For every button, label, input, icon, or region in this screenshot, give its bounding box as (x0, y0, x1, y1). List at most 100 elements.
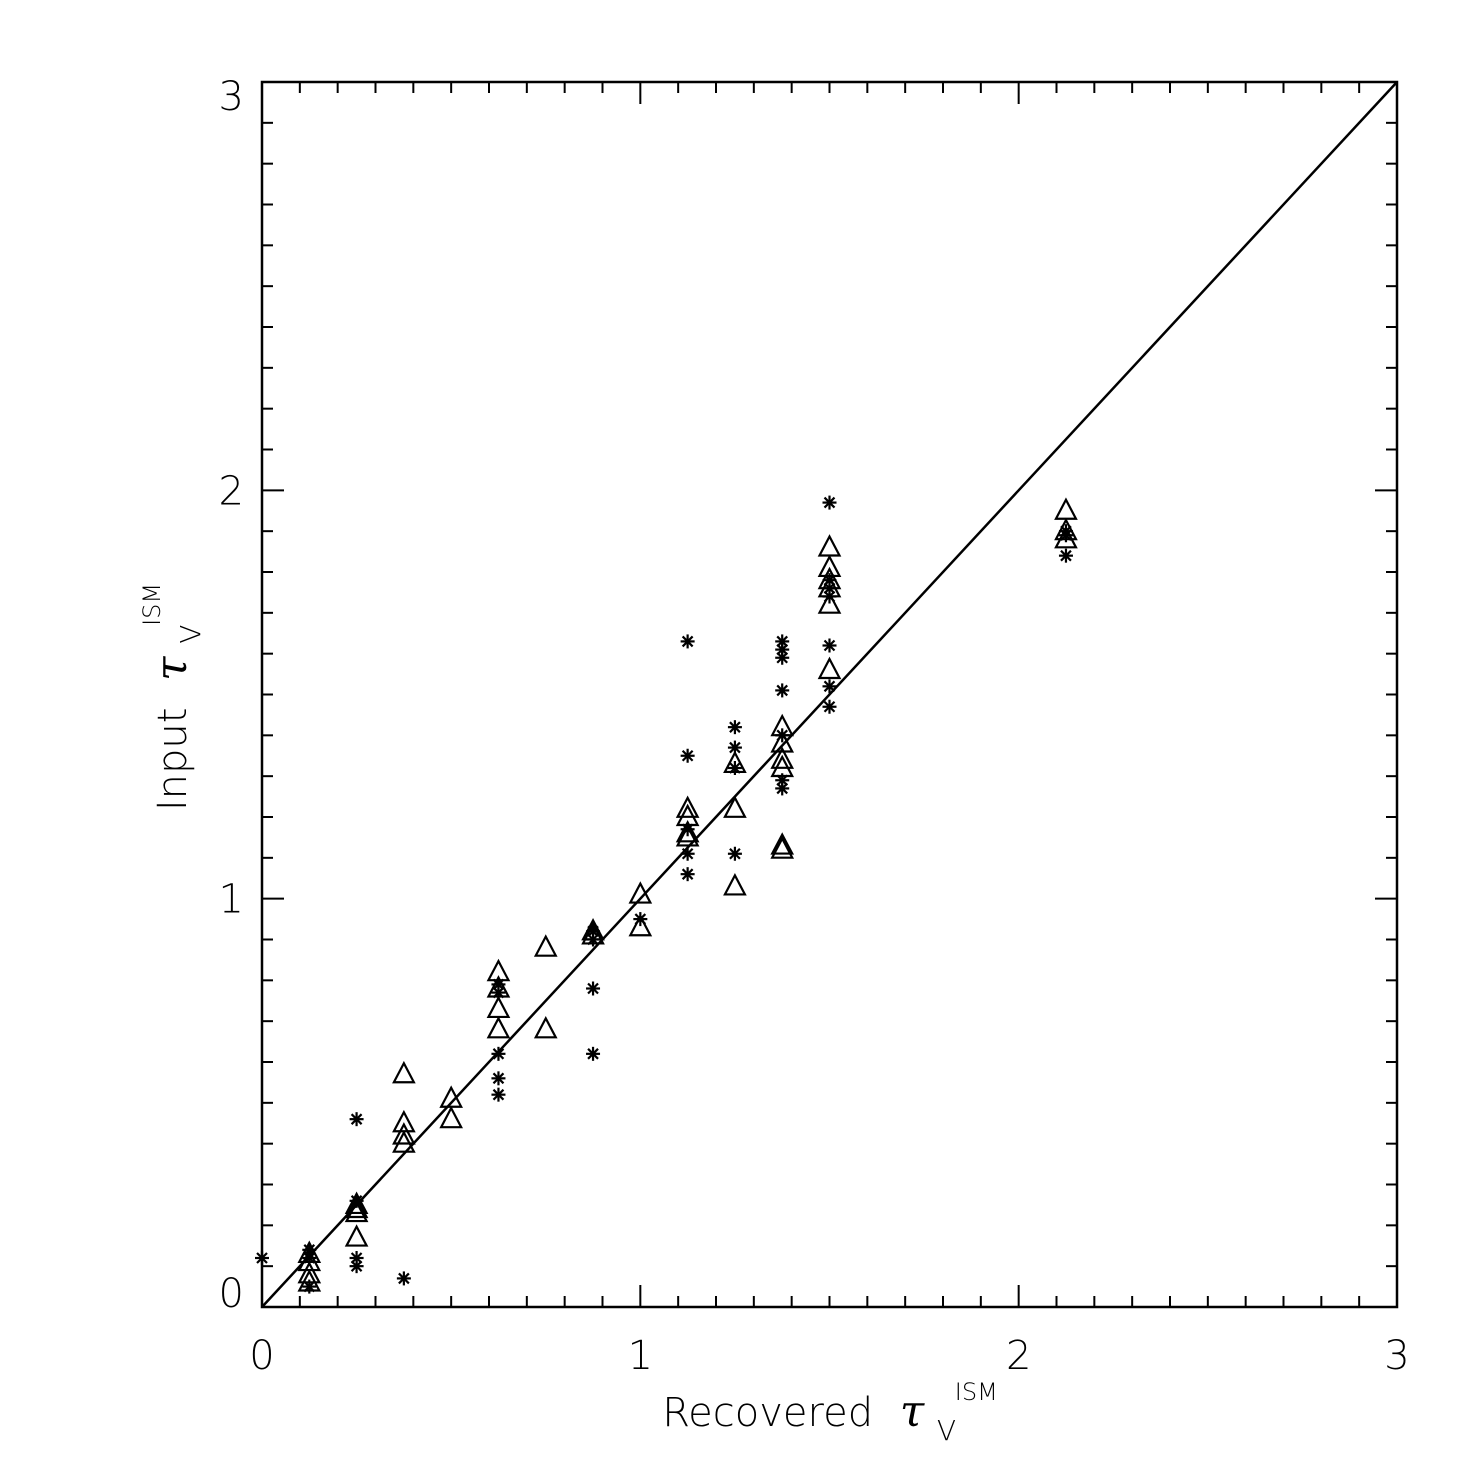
asterisk-marker (1058, 548, 1073, 563)
asterisk-marker (586, 932, 601, 947)
asterisk-stroke (823, 639, 836, 652)
triangle-marker (439, 1105, 463, 1129)
asterisk-stroke (1060, 529, 1072, 542)
triangle-marker (486, 995, 511, 1019)
asterisk-stroke (681, 847, 694, 860)
triangle-marker (817, 656, 842, 680)
triangle-marker (392, 1060, 416, 1084)
y-axis-label-subscript: V (174, 625, 207, 644)
asterisk-marker (775, 683, 790, 698)
asterisk-stroke (256, 1252, 268, 1264)
asterisk-stroke (492, 1048, 505, 1060)
asterisk-stroke (776, 684, 788, 697)
y-axis-label-prefix: Input (150, 708, 196, 812)
asterisk-marker (349, 1259, 364, 1274)
x-axis-label-superscript: ISM (955, 1378, 998, 1406)
asterisk-marker (680, 822, 695, 837)
triangle-marker (486, 1015, 511, 1039)
asterisk-stroke (823, 496, 836, 509)
triangle-marker (770, 746, 795, 769)
x-axis-label: Recovered τ V ISM (662, 1378, 998, 1450)
asterisk-marker (680, 846, 695, 861)
y-axis-label-symbol: τ (146, 656, 197, 681)
asterisk-stroke (303, 1252, 316, 1264)
asterisk-marker (727, 761, 742, 775)
triangle-marker (723, 873, 747, 896)
asterisk-stroke (492, 1088, 505, 1101)
asterisk-stroke (681, 823, 694, 836)
x-tick-label: 3 (1384, 1333, 1409, 1379)
asterisk-marker (586, 981, 601, 996)
asterisk-marker (822, 495, 837, 510)
one-to-one-line (261, 81, 1398, 1308)
x-tick-label: 1 (628, 1333, 653, 1379)
y-axis-label: Input τ V ISM (138, 583, 210, 811)
triangle-marker (675, 824, 700, 847)
asterisk-marker (680, 634, 695, 649)
asterisk-marker (680, 748, 695, 763)
triangle-marker (344, 1191, 369, 1215)
asterisk-marker (491, 985, 506, 1000)
triangle-marker (817, 534, 842, 557)
asterisk-marker (822, 638, 837, 653)
asterisk-stroke (398, 1272, 410, 1285)
reference-line-layer (261, 81, 1398, 1308)
asterisk-marker (633, 912, 648, 927)
asterisk-stroke (587, 982, 599, 995)
triangle-marker (817, 591, 842, 614)
asterisk-stroke (823, 590, 836, 603)
asterisk-marker (349, 1112, 364, 1127)
triangle-marker (628, 913, 653, 937)
y-tick-label: 0 (219, 1271, 244, 1317)
asterisk-stroke (303, 1280, 316, 1293)
asterisk-stroke (729, 762, 741, 774)
y-axis-label-superscript: ISM (138, 583, 166, 626)
y-tick-label: 2 (219, 468, 244, 514)
asterisk-stroke (587, 933, 599, 946)
triangle-marker (770, 730, 795, 753)
asterisk-marker (302, 1279, 317, 1294)
asterisk-marker (491, 1046, 506, 1061)
asterisk-stroke (681, 868, 694, 880)
asterisk-stroke (634, 913, 647, 925)
asterisk-marker (396, 1271, 411, 1286)
asterisk-stroke (350, 1260, 363, 1272)
triangle-marker (533, 934, 558, 957)
asterisk-stroke (681, 635, 694, 648)
asterisk-stroke (729, 847, 741, 860)
asterisk-stroke (776, 729, 788, 742)
asterisk-marker (822, 589, 837, 604)
triangle-marker (344, 1195, 369, 1219)
asterisk-marker (775, 650, 790, 665)
asterisk-stroke (350, 1113, 363, 1125)
asterisk-stroke (492, 986, 505, 999)
y-tick-label: 1 (219, 877, 244, 923)
triangle-marker (817, 554, 842, 578)
triangle-marker (344, 1199, 369, 1223)
asterisk-stroke (587, 1048, 599, 1060)
x-axis-label-prefix: Recovered (662, 1390, 873, 1436)
asterisk-stroke (350, 1195, 363, 1207)
asterisk-marker (349, 1193, 364, 1208)
asterisk-marker (727, 720, 742, 735)
asterisk-stroke (823, 700, 836, 713)
data-marks-layer (255, 495, 1078, 1294)
triangle-marker (1054, 525, 1078, 549)
x-axis-label-subscript: V (937, 1414, 956, 1447)
triangle-marker (392, 1122, 416, 1145)
asterisk-marker (586, 1046, 601, 1061)
y-tick-label: 3 (219, 74, 244, 120)
triangle-marker (628, 881, 653, 904)
asterisk-marker (822, 699, 837, 714)
asterisk-marker (491, 1087, 506, 1102)
asterisk-stroke (1060, 549, 1072, 562)
tick-labels-layer: 0 1 2 3 0 1 2 3 (219, 74, 1410, 1379)
asterisk-marker (775, 728, 790, 743)
asterisk-marker (727, 846, 742, 861)
asterisk-marker (302, 1251, 317, 1265)
x-axis-label-symbol: τ (900, 1386, 925, 1437)
triangle-marker (1054, 497, 1078, 520)
triangle-marker (533, 1015, 558, 1039)
asterisk-marker (822, 679, 837, 694)
